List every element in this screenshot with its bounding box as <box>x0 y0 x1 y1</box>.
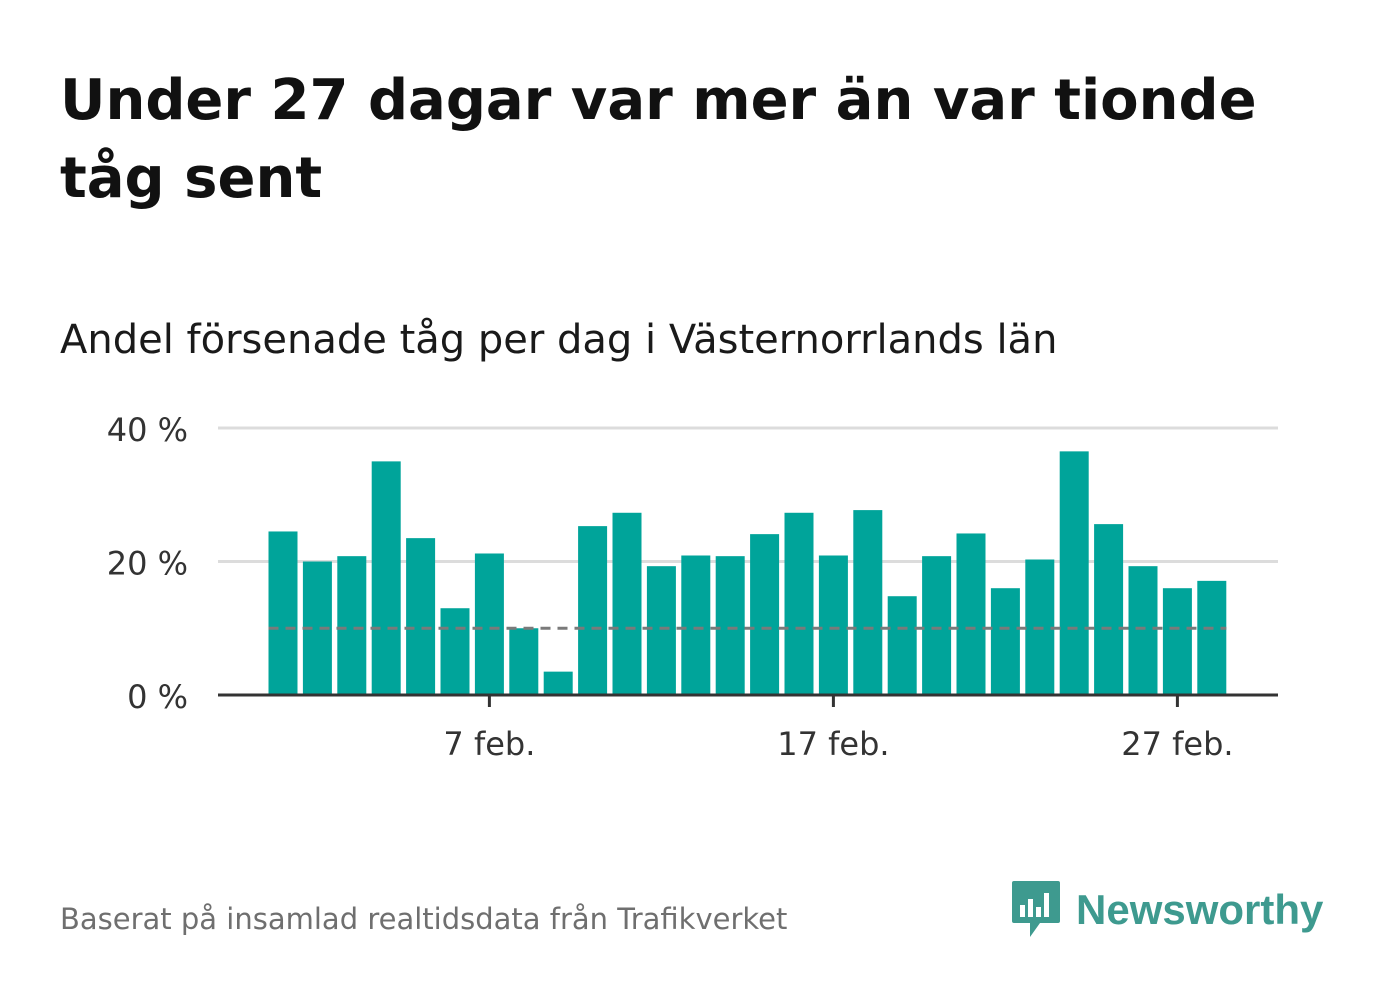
bar <box>681 555 711 695</box>
chart-title: Under 27 dagar var mer än var tionde tåg… <box>60 68 1257 211</box>
bar <box>440 608 470 695</box>
bar <box>474 553 504 695</box>
bar <box>1059 451 1089 695</box>
x-tick-label: 7 feb. <box>443 725 535 763</box>
bar <box>956 533 986 695</box>
y-tick-label: 40 % <box>107 411 188 449</box>
bar <box>1128 566 1158 695</box>
y-tick-label: 0 % <box>127 678 188 716</box>
bar <box>578 526 608 695</box>
bar <box>543 671 573 695</box>
chart-subtitle: Andel försenade tåg per dag i Västernorr… <box>60 317 1058 363</box>
bar <box>715 556 745 695</box>
logo-text: Newsworthy <box>1076 886 1324 933</box>
bar <box>990 588 1020 695</box>
x-tick-label: 17 feb. <box>777 725 889 763</box>
bar <box>818 555 848 695</box>
bar <box>612 512 642 695</box>
bar <box>887 596 917 695</box>
source-note: Baserat på insamlad realtidsdata från Tr… <box>60 902 788 936</box>
x-tick-label: 27 feb. <box>1121 725 1233 763</box>
bar <box>646 566 676 695</box>
bar <box>750 534 780 695</box>
bar <box>1094 524 1124 695</box>
bar <box>1197 580 1227 695</box>
bar <box>853 510 883 695</box>
newsworthy-chart-bubble-icon <box>1012 881 1060 937</box>
bar <box>1162 588 1192 695</box>
bar <box>337 556 367 695</box>
bar-chart: 0 % 20 % 40 % 7 feb. 17 feb. 27 feb. <box>107 411 1278 763</box>
bar <box>922 556 952 695</box>
newsworthy-logo: Newsworthy <box>1010 878 1323 942</box>
bar <box>784 512 814 695</box>
bar <box>371 461 401 695</box>
bar <box>268 531 298 695</box>
bar <box>406 538 436 695</box>
y-tick-label: 20 % <box>107 545 188 583</box>
bar <box>509 628 539 695</box>
